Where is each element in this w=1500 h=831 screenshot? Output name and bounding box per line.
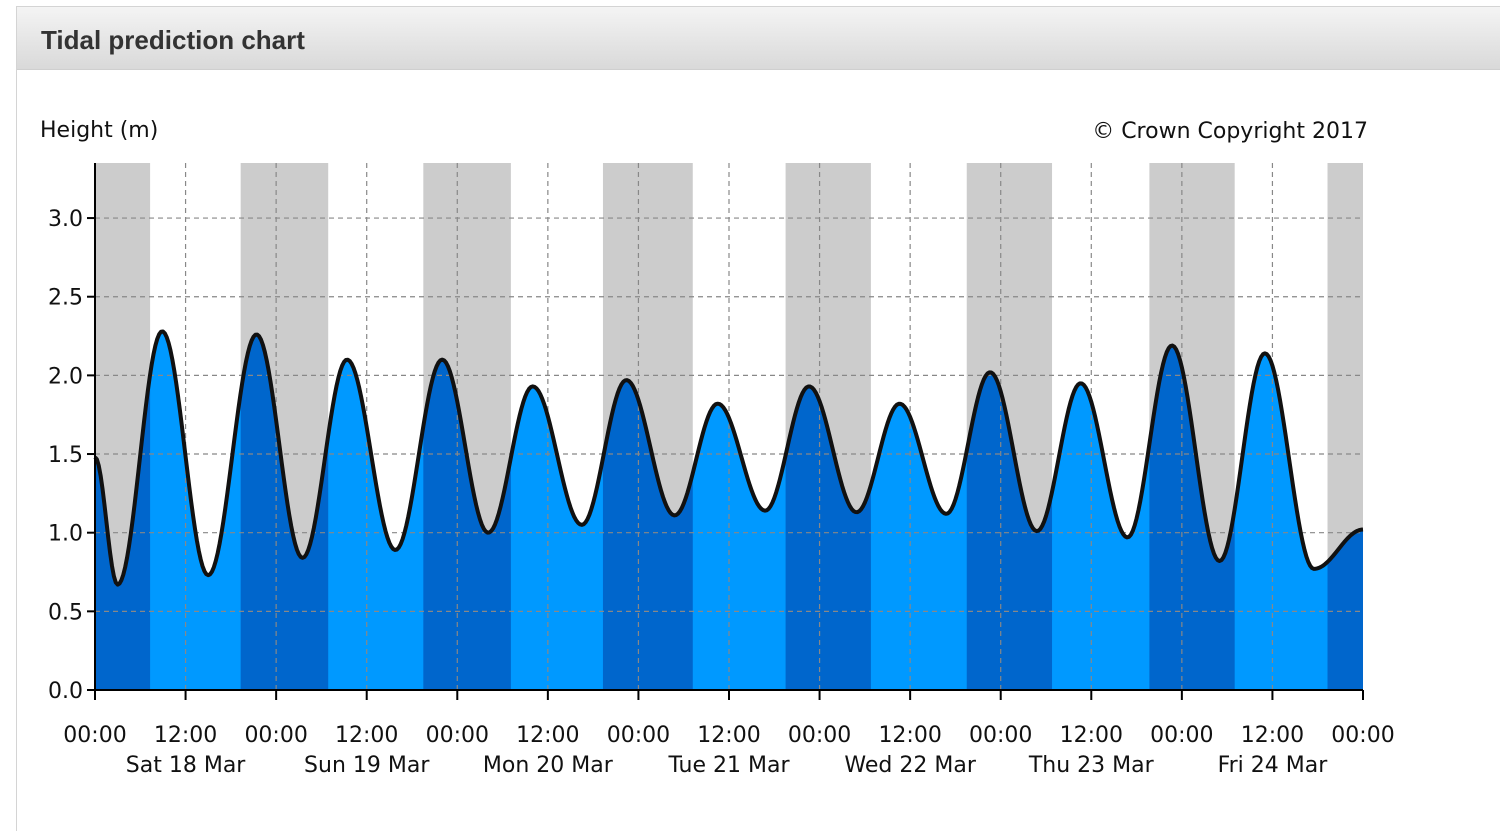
x-tick-label: 12:00	[697, 723, 760, 748]
day-label: Sun 19 Mar	[304, 753, 430, 778]
panel-header: Tidal prediction chart	[17, 7, 1500, 70]
panel-title: Tidal prediction chart	[41, 25, 305, 55]
day-label: Mon 20 Mar	[483, 753, 614, 778]
day-label: Tue 21 Mar	[667, 753, 790, 778]
day-label: Thu 23 Mar	[1028, 753, 1155, 778]
y-tick-label: 1.0	[48, 522, 83, 547]
y-tick-label: 1.5	[48, 443, 83, 468]
day-label: Wed 22 Mar	[844, 753, 976, 778]
x-tick-label: 12:00	[1060, 723, 1123, 748]
x-tick-label: 12:00	[154, 723, 217, 748]
x-tick-label: 00:00	[969, 723, 1032, 748]
copyright-notice: © Crown Copyright 2017	[1092, 119, 1368, 144]
day-label: Sat 18 Mar	[126, 753, 247, 778]
x-tick-label: 00:00	[607, 723, 670, 748]
y-tick-label: 0.0	[48, 679, 83, 704]
y-tick-label: 3.0	[48, 207, 83, 232]
x-tick-label: 00:00	[426, 723, 489, 748]
tide-curve	[93, 329, 1364, 587]
x-tick-label: 00:00	[63, 723, 126, 748]
x-tick-label: 12:00	[1241, 723, 1304, 748]
plot-area: 0.0 0.5 1.0 1.5 2.0 2.5 3.0 00:00 12:00 00:00 12:0…	[48, 163, 1395, 778]
y-axis-label: Height (m)	[40, 118, 158, 143]
x-tick-label: 12:00	[878, 723, 941, 748]
y-tick-label: 2.5	[48, 286, 83, 311]
y-tick-label: 0.5	[48, 600, 83, 625]
x-tick-label: 00:00	[1331, 723, 1394, 748]
x-tick-label: 12:00	[335, 723, 398, 748]
x-tick-label: 00:00	[244, 723, 307, 748]
y-tick-label: 2.0	[48, 364, 83, 389]
day-label: Fri 24 Mar	[1218, 753, 1329, 778]
x-tick-label: 00:00	[788, 723, 851, 748]
x-tick-label: 00:00	[1150, 723, 1213, 748]
x-tick-label: 12:00	[516, 723, 579, 748]
